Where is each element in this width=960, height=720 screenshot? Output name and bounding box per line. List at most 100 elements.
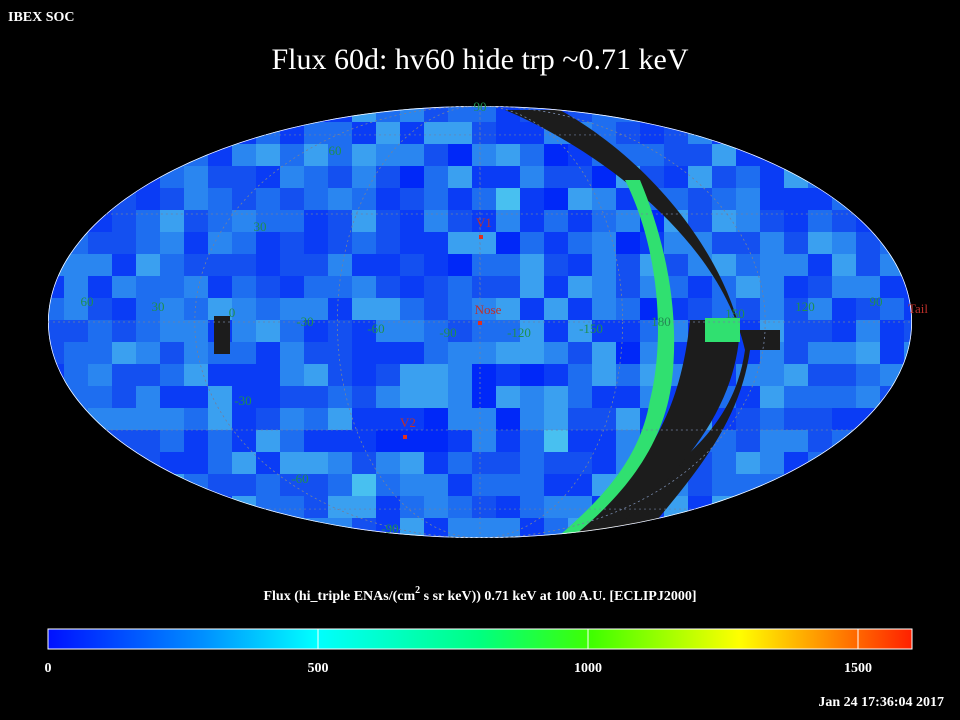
sky-tile <box>568 210 592 232</box>
timestamp: Jan 24 17:36:04 2017 <box>818 695 944 710</box>
sky-tile <box>376 474 400 496</box>
sky-tile <box>280 452 304 474</box>
sky-tile <box>208 276 232 298</box>
sky-tile <box>760 408 784 430</box>
sky-tile <box>736 430 760 452</box>
sky-tile <box>880 408 904 430</box>
sky-tile <box>880 144 904 166</box>
sky-tile <box>808 144 832 166</box>
sky-tile <box>568 298 592 320</box>
sky-tile <box>184 364 208 386</box>
sky-tile <box>136 452 160 474</box>
sky-tile <box>424 188 448 210</box>
sky-tile <box>88 452 112 474</box>
sky-tile <box>160 210 184 232</box>
sky-tile <box>48 452 64 474</box>
sky-tile <box>664 144 688 166</box>
sky-tile <box>904 232 912 254</box>
sky-tile <box>256 386 280 408</box>
sky-tile <box>280 232 304 254</box>
sky-tile <box>688 518 712 538</box>
sky-tile <box>784 452 808 474</box>
sky-tile <box>232 540 256 562</box>
sky-tile <box>448 144 472 166</box>
sky-tile <box>784 386 808 408</box>
sky-tile <box>904 298 912 320</box>
sky-tile <box>832 298 856 320</box>
sky-tile <box>448 254 472 276</box>
sky-tile <box>760 430 784 452</box>
sky-tile <box>184 342 208 364</box>
sky-tile <box>568 342 592 364</box>
sky-tile <box>400 298 424 320</box>
sky-tile <box>544 232 568 254</box>
sky-tile <box>856 430 880 452</box>
sky-tile <box>280 386 304 408</box>
sky-tile <box>256 408 280 430</box>
sky-tile <box>784 122 808 144</box>
sky-tile <box>88 364 112 386</box>
sky-tile <box>208 430 232 452</box>
sky-tile <box>208 166 232 188</box>
sky-tile <box>688 276 712 298</box>
sky-tile <box>808 232 832 254</box>
sky-tile <box>424 106 448 122</box>
sky-tile <box>160 342 184 364</box>
sky-tile <box>544 474 568 496</box>
grid-label: 60 <box>329 143 342 158</box>
sky-tile <box>520 342 544 364</box>
sky-tile <box>880 276 904 298</box>
sky-tile <box>48 166 64 188</box>
sky-tile <box>88 232 112 254</box>
sky-tile <box>832 254 856 276</box>
sky-tile <box>48 408 64 430</box>
sky-tile <box>184 188 208 210</box>
grid-label: 90 <box>870 294 883 309</box>
sky-tile <box>904 210 912 232</box>
sky-tile <box>88 386 112 408</box>
sky-tile <box>112 254 136 276</box>
sky-tile <box>448 320 472 342</box>
sky-tile <box>48 106 64 122</box>
sky-tile <box>424 144 448 166</box>
sky-tile <box>184 232 208 254</box>
sky-tile <box>112 106 136 122</box>
sky-tile <box>856 188 880 210</box>
sky-tile <box>664 254 688 276</box>
sky-tile <box>280 122 304 144</box>
sky-tile <box>112 166 136 188</box>
sky-tile <box>568 386 592 408</box>
sky-tile <box>856 166 880 188</box>
sky-tile <box>544 386 568 408</box>
sky-tile <box>256 342 280 364</box>
sky-tile <box>112 408 136 430</box>
sky-tile <box>424 320 448 342</box>
sky-tile <box>352 474 376 496</box>
sky-tile <box>184 298 208 320</box>
sky-tile <box>784 320 808 342</box>
sky-tile <box>520 210 544 232</box>
sky-tile <box>856 232 880 254</box>
sky-tile <box>856 474 880 496</box>
sky-tile <box>256 188 280 210</box>
sky-tile <box>856 276 880 298</box>
sky-tile <box>184 408 208 430</box>
sky-tile <box>616 342 640 364</box>
sky-tile <box>688 144 712 166</box>
sky-tile <box>496 276 520 298</box>
sky-tile <box>784 276 808 298</box>
sky-tile <box>208 364 232 386</box>
sky-tile <box>208 106 232 122</box>
sky-tile <box>880 188 904 210</box>
sky-tile <box>616 106 640 122</box>
sky-tile <box>616 254 640 276</box>
sky-tile <box>48 122 64 144</box>
sky-tile <box>592 106 616 122</box>
sky-tile <box>304 342 328 364</box>
sky-tile <box>112 474 136 496</box>
sky-tile <box>448 518 472 538</box>
sky-tile <box>304 166 328 188</box>
sky-tile <box>328 298 352 320</box>
sky-tile <box>48 518 64 538</box>
